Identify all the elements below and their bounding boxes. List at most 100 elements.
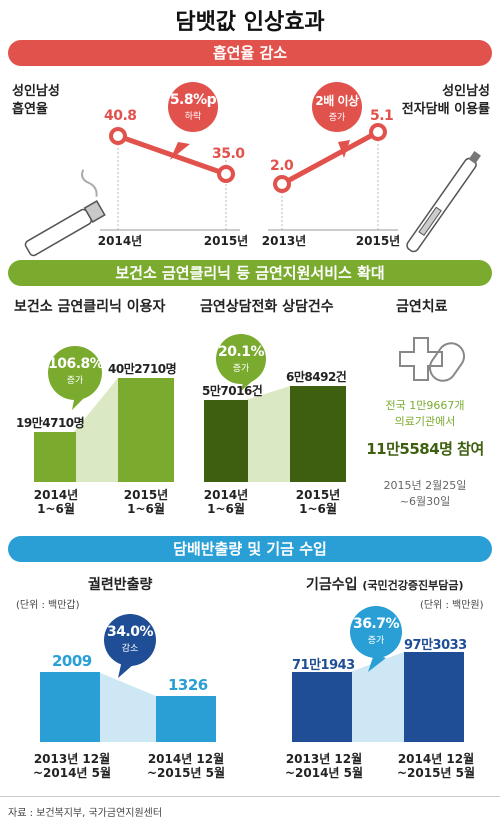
- x-fund-a-2: ~2014년 5월: [284, 766, 364, 780]
- x-counsel-2014: 2014년 1~6월: [200, 488, 252, 516]
- x-clinic-2014-year: 2014년: [33, 488, 79, 502]
- bubble-smoking-drop-value: 5.8%p: [169, 92, 217, 108]
- x-shipments-a-1: 2013년 12월: [33, 752, 111, 766]
- footer-divider: [0, 796, 500, 797]
- x-fund-a-1: 2013년 12월: [285, 752, 363, 766]
- bubble-fund-rise-label: 증가: [367, 636, 385, 646]
- value-35-0: 35.0: [212, 146, 245, 162]
- value-clinic-2014: 19만4710명: [16, 416, 85, 430]
- bubble-ecig-rise-label: 증가: [328, 113, 346, 123]
- bar-fund-2015: [404, 652, 464, 742]
- point-2015-ecig: [369, 123, 387, 141]
- bubble-ecig-rise: 2배 이상 증가: [312, 82, 362, 132]
- value-shipments-2014: 2009: [52, 652, 92, 670]
- bar-shipments-2014: [40, 672, 100, 742]
- subtitle-fund-revenue-paren: (국민건강증진부담금): [362, 579, 464, 592]
- value-shipments-2015: 1326: [168, 676, 208, 694]
- x-fund-b: 2014년 12월 ~2015년 5월: [394, 752, 478, 780]
- section-band-support-services: 보건소 금연클리닉 등 금연지원서비스 확대: [8, 260, 492, 286]
- x-clinic-2015-year: 2015년: [123, 488, 169, 502]
- page-title: 담뱃값 인상효과: [175, 10, 325, 35]
- x-clinic-2015-period: 1~6월: [127, 502, 165, 516]
- x-clinic-2015: 2015년 1~6월: [120, 488, 172, 516]
- section1-graphics: [24, 123, 481, 257]
- value-fund-2014: 71만1943: [292, 658, 355, 673]
- value-counsel-2015: 6만8492건: [286, 370, 347, 384]
- x-fund-b-1: 2014년 12월: [397, 752, 475, 766]
- subtitle-fund-revenue: 기금수입 (국민건강증진부담금): [306, 574, 464, 594]
- x-clinic-2014-period: 1~6월: [37, 502, 75, 516]
- e-cigarette-icon: [406, 151, 481, 253]
- value-40-8: 40.8: [104, 108, 137, 124]
- smoking-rate-line: [117, 133, 227, 177]
- value-5-1: 5.1: [370, 108, 394, 124]
- subtitle-counseling-calls: 금연상담전화 상담건수: [200, 299, 334, 315]
- point-2013-ecig: [273, 175, 291, 193]
- x-label-2015-a: 2015년: [203, 234, 249, 248]
- section3-graphics: [40, 652, 464, 742]
- bubble-ecig-rise-value: 2배 이상: [315, 94, 359, 108]
- value-fund-2015: 97만3033: [404, 638, 467, 653]
- unit-label-shipments: (단위 : 백만갑): [16, 600, 80, 611]
- section-band-shipments-fund: 담배반출량 및 기금 수입: [8, 536, 492, 562]
- treatment-desc-2: 의료기관에서: [394, 415, 456, 428]
- bubble-counsel-rise: 20.1% 증가: [216, 334, 266, 384]
- x-shipments-a: 2013년 12월 ~2014년 5월: [30, 752, 114, 780]
- bubble-shipments-drop-value: 34.0%: [106, 624, 154, 640]
- bubble-smoking-drop: 5.8%p 하락: [168, 82, 218, 132]
- x-label-2014: 2014년: [97, 234, 143, 248]
- treatment-desc: 전국 1만9667개 의료기관에서: [360, 398, 490, 430]
- x-counsel-2015-year: 2015년: [295, 488, 341, 502]
- x-label-2015-b: 2015년: [355, 234, 401, 248]
- unit-label-fund: (단위 : 백만원): [420, 600, 484, 611]
- bubble-shipments-drop: 34.0% 감소: [104, 614, 156, 666]
- bar-shipments-2015: [156, 696, 216, 742]
- treatment-period-2: ~6월30일: [399, 495, 451, 508]
- x-shipments-b-1: 2014년 12월: [147, 752, 225, 766]
- right-label-2: 전자담배 이용률: [401, 102, 490, 117]
- x-counsel-2015-period: 1~6월: [299, 502, 337, 516]
- bar-clinic-2014: [34, 432, 76, 482]
- treatment-count: 11만5584명 참여: [366, 440, 484, 458]
- bubble-clinic-rise-label: 증가: [66, 376, 84, 386]
- bar-fund-2014: [292, 672, 352, 742]
- treatment-period: 2015년 2월25일 ~6월30일: [360, 478, 490, 510]
- ecig-rate-line: [280, 129, 380, 187]
- subtitle-treatment: 금연치료: [396, 299, 448, 315]
- subtitle-fund-revenue-main: 기금수입: [306, 577, 358, 593]
- x-shipments-a-2: ~2014년 5월: [32, 766, 112, 780]
- bubble-fund-rise-value: 36.7%: [352, 616, 400, 632]
- x-fund-a: 2013년 12월 ~2014년 5월: [282, 752, 366, 780]
- section2-graphics: [34, 337, 466, 482]
- value-clinic-2015: 40만2710명: [108, 362, 177, 376]
- section-band-smoking-rate: 흡연율 감소: [8, 40, 492, 66]
- bubble-smoking-drop-label: 하락: [184, 112, 202, 122]
- bubble-counsel-rise-value: 20.1%: [217, 344, 265, 360]
- subtitle-clinic-users: 보건소 금연클리닉 이용자: [14, 299, 166, 315]
- bubble-shipments-drop-label: 감소: [121, 644, 139, 654]
- x-label-2013: 2013년: [261, 234, 307, 248]
- cigarette-icon: [24, 169, 106, 257]
- x-clinic-2014: 2014년 1~6월: [30, 488, 82, 516]
- point-2015-smoking: [217, 165, 235, 183]
- point-2014-smoking: [109, 127, 127, 145]
- x-counsel-2015: 2015년 1~6월: [292, 488, 344, 516]
- left-label-1: 성인남성: [12, 84, 60, 99]
- subtitle-cigarette-shipments: 궐련반출량: [88, 577, 153, 593]
- x-counsel-2014-period: 1~6월: [207, 502, 245, 516]
- bar-clinic-2015: [118, 378, 174, 482]
- treatment-desc-1: 전국 1만9667개: [385, 399, 465, 412]
- x-shipments-b: 2014년 12월 ~2015년 5월: [144, 752, 228, 780]
- treatment-period-1: 2015년 2월25일: [383, 479, 467, 492]
- bubble-fund-rise: 36.7% 증가: [350, 606, 402, 658]
- bubble-clinic-rise: 106.8% 증가: [48, 346, 104, 400]
- right-label-1: 성인남성: [442, 84, 490, 99]
- value-counsel-2014: 5만7016건: [202, 384, 263, 398]
- x-shipments-b-2: ~2015년 5월: [146, 766, 226, 780]
- x-counsel-2014-year: 2014년: [203, 488, 249, 502]
- value-2-0: 2.0: [270, 158, 294, 174]
- x-fund-b-2: ~2015년 5월: [396, 766, 476, 780]
- bar-counsel-2015: [290, 386, 346, 482]
- medical-cross-icon: [399, 337, 466, 382]
- bar-counsel-2014: [204, 400, 248, 482]
